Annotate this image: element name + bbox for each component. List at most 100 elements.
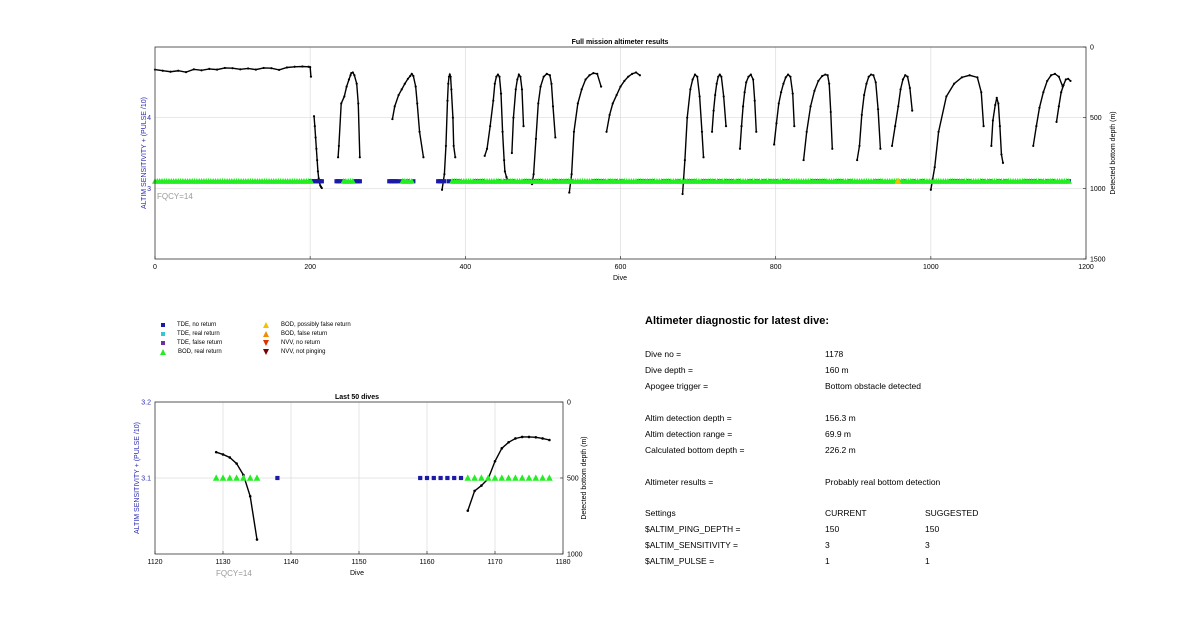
tde-no-return-marker: [431, 475, 436, 481]
bottom-depth-line: [511, 73, 525, 154]
bottom-depth-point: [702, 156, 705, 159]
bottom-depth-point: [412, 74, 415, 78]
bottom-depth-point: [406, 77, 410, 80]
bottom-depth-line: [681, 73, 705, 195]
bottom-depth-point: [696, 75, 699, 78]
bottom-depth-point: [782, 82, 785, 85]
bottom-depth-point: [863, 93, 866, 97]
bottom-depth-point: [605, 130, 608, 133]
bottom-depth-point: [584, 78, 587, 81]
diag-value: 160 m: [825, 365, 849, 375]
legend: TDE, no return TDE, real return TDE, false…: [155, 322, 415, 362]
setting-suggested: 3: [925, 540, 930, 550]
bottom-depth-point: [416, 102, 419, 105]
legend-label: TDE, real return: [177, 331, 220, 337]
bottom-depth-point: [829, 110, 832, 114]
bottom-depth-point: [570, 173, 573, 176]
bottom-depth-point: [976, 76, 979, 79]
diag-row-setting: $ALTIM_PING_DEPTH = 150 150: [645, 524, 1165, 536]
diagnostic-panel: Altimeter diagnostic for latest dive: Di…: [645, 310, 1165, 580]
bod-real-return-marker: [464, 474, 472, 481]
bod-possibly-false-marker: [895, 177, 902, 184]
bottom-depth-point: [235, 462, 238, 465]
y-right-tick-label: 500: [567, 476, 579, 483]
legend-entry: TDE, no return: [160, 322, 216, 329]
y-tick-label: 3.1: [141, 476, 151, 483]
bottom-depth-point: [539, 85, 542, 88]
bottom-depth-point: [953, 82, 956, 85]
bottom-depth-point: [980, 91, 983, 94]
bottom-depth-point: [906, 75, 909, 78]
x-tick-label: 1130: [215, 559, 230, 566]
bottom-depth-point: [749, 73, 752, 76]
bottom-depth-point: [161, 69, 164, 72]
setting-suggested: 1: [925, 556, 930, 566]
bottom-depth-point: [623, 79, 626, 83]
bottom-depth-point: [449, 75, 452, 78]
tde-no-return-marker: [445, 475, 450, 481]
bod-real-return-marker: [1065, 177, 1072, 184]
bottom-depth-point: [393, 105, 396, 108]
bottom-depth-point: [627, 75, 630, 78]
bottom-depth-point: [874, 81, 877, 84]
diag-row-dive-depth: Dive depth = 160 m: [645, 365, 1165, 377]
x-tick-label: 1170: [487, 559, 502, 566]
tde-no-return-marker: [439, 179, 444, 184]
bottom-depth-point: [982, 125, 985, 128]
x-tick-label: 1150: [351, 559, 366, 566]
legend-entry: NVV, not pinging: [263, 349, 325, 356]
y-right-tick-label: 0: [567, 400, 571, 407]
x-tick-label: 800: [770, 264, 782, 271]
y-right-tick-label: 0: [1090, 45, 1094, 52]
x-tick-label: 0: [153, 264, 157, 271]
bottom-depth-point: [485, 147, 489, 150]
bottom-depth-point: [554, 136, 557, 139]
bottom-depth-point: [340, 102, 343, 105]
diag-label: Calculated bottom depth =: [645, 445, 745, 455]
bottom-depth-point: [568, 191, 571, 194]
bottom-depth-line: [605, 71, 641, 132]
bottom-depth-point: [483, 154, 486, 157]
bottom-depth-point: [516, 78, 519, 81]
bottom-depth-point: [278, 68, 281, 71]
last-50-marks: [212, 435, 553, 541]
bottom-depth-point: [409, 74, 412, 78]
tde-no-return-marker: [438, 475, 443, 481]
full-mission-chart: 0 200 400 600 800 1000 1200 3 4 0 500 1000 1500 Full…: [141, 39, 1117, 282]
bod-real-return-marker: [212, 474, 220, 481]
bottom-depth-point: [890, 144, 894, 148]
bottom-depth-line: [441, 72, 456, 190]
bottom-depth-point: [634, 71, 638, 74]
bottom-depth-point: [858, 144, 861, 148]
bottom-depth-point: [1067, 77, 1070, 80]
bottom-depth-point: [551, 105, 555, 108]
bottom-depth-line: [739, 73, 757, 149]
bottom-depth-point: [473, 489, 476, 493]
last-50-fqcy-label: FQCY=14: [216, 569, 252, 578]
legend-label: NVV, no return: [281, 340, 321, 346]
bottom-depth-point: [611, 102, 614, 105]
bottom-depth-point: [740, 125, 743, 128]
diag-label: Altim detection range =: [645, 429, 733, 439]
y-right-tick-label: 1000: [1090, 186, 1106, 193]
bod-real-return-marker: [491, 474, 499, 481]
bottom-depth-point: [447, 75, 451, 78]
bottom-depth-point: [741, 105, 745, 108]
bottom-depth-point: [777, 102, 780, 105]
bottom-depth-point: [522, 125, 525, 128]
tde-no-return-marker: [391, 179, 397, 184]
bottom-depth-point: [1060, 91, 1063, 94]
y-right-tick-label: 500: [1090, 115, 1102, 122]
x-tick-label: 1160: [419, 559, 434, 566]
bottom-depth-point: [752, 78, 755, 81]
bottom-depth-point: [753, 99, 756, 102]
bottom-depth-point: [239, 68, 242, 71]
legend-marker-triangle-down: [263, 340, 269, 346]
bottom-depth-point: [995, 96, 998, 99]
bottom-depth-point: [775, 122, 778, 125]
bottom-depth-point: [588, 74, 591, 77]
bottom-depth-point: [724, 125, 728, 128]
bottom-depth-point: [514, 437, 517, 440]
last-50-ylabel: ALTIM SENSITIVITY + (PULSE /10): [134, 422, 141, 534]
bottom-depth-point: [527, 435, 531, 439]
